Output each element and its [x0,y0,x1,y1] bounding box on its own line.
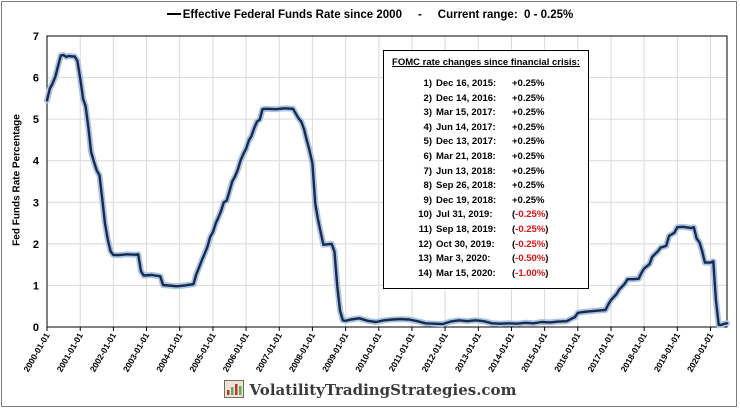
fomc-row-change: +0.25% [512,151,545,162]
fomc-row-date: Dec 19, 2018: [436,194,497,206]
x-tick-label: 2000-01-01 [21,331,52,374]
x-tick-label: 2008-01-01 [287,331,318,374]
x-tick-label: 2001-01-01 [55,331,86,374]
x-tick-label: 2013-01-01 [453,331,484,374]
y-tick-label: 6 [33,73,39,85]
fomc-row-date: Jun 14, 2017: [436,121,496,133]
x-tick-label: 2012-01-01 [419,331,450,374]
x-tick-label: 2020-01-01 [685,331,716,374]
site-name: VolatilityTradingStrategies.com [249,381,517,399]
y-axis-title: Fed Funds Rate Percentage [11,114,23,246]
y-tick-label: 3 [33,197,39,209]
y-tick-label: 2 [33,239,39,251]
fomc-row-date: Oct 30, 2019: [436,238,495,250]
fomc-row-number: 6) [423,151,432,162]
fomc-row-number: 7) [423,165,432,177]
fomc-row-number: 1) [423,78,432,89]
fomc-row-date: Jun 13, 2018: [436,165,496,177]
fomc-row-change: +0.25% [512,180,545,192]
fomc-row-date: Mar 15, 2017: [436,107,496,119]
y-tick-label: 1 [33,280,39,292]
x-tick-label: 2003-01-01 [121,331,152,374]
chart-logo-icon [223,380,244,398]
fomc-row-change: (-0.50%) [512,253,549,265]
y-tick-label: 0 [33,322,39,334]
x-tick-label: 2002-01-01 [88,331,119,374]
x-tick-label: 2005-01-01 [187,331,218,374]
x-tick-label: 2019-01-01 [652,331,683,374]
x-tick-label: 2018-01-01 [618,331,649,374]
series-layer [44,52,730,328]
legend-line-swatch [166,12,181,15]
fomc-row-date: Mar 15, 2020: [436,267,496,279]
fomc-row-number: 12) [418,238,432,250]
x-tick-label: 2007-01-01 [254,331,285,374]
fomc-row-number: 14) [418,267,432,279]
x-tick-label: 2004-01-01 [154,331,185,374]
fomc-row-number: 10) [418,209,432,221]
fomc-row-number: 8) [423,180,432,192]
y-tick-label: 5 [33,114,39,126]
fomc-row-change: +0.25% [512,194,545,206]
x-tick-label: 2016-01-01 [552,331,583,374]
site-footer: VolatilityTradingStrategies.com [0,380,740,400]
fomc-row-change: (-0.25%) [512,238,549,250]
y-tick-label: 4 [33,156,40,168]
fomc-row-number: 13) [418,253,432,265]
plot-area-border [46,35,728,328]
fomc-row-number: 4) [423,121,432,133]
fomc-row-change: +0.25% [512,165,545,177]
fomc-row-change: (-0.25%) [512,209,549,221]
x-tick-label: 2006-01-01 [220,331,251,374]
fomc-row-date: Sep 18, 2019: [436,224,497,235]
fomc-row-date: Sep 26, 2018: [436,180,497,192]
fomc-changes-box: FOMC rate changes since financial crisis… [383,50,589,289]
legend-separator: - [417,9,422,21]
fomc-row-change: (-1.00%) [512,267,549,279]
chart-legend: Effective Federal Funds Rate since 2000 … [0,9,740,21]
fomc-row-date: Mar 3, 2020: [436,253,491,265]
fomc-row-change: +0.25% [512,121,545,133]
fomc-row-change: +0.25% [512,92,545,104]
fomc-row-date: Dec 14, 2016: [436,92,497,104]
fomc-row-date: Jul 31, 2019: [436,209,493,221]
fomc-row-change: +0.25% [512,78,545,89]
fomc-row-number: 5) [423,136,432,148]
x-tick-label: 2011-01-01 [386,331,416,373]
x-tick-label: 2009-01-01 [320,331,351,374]
legend-range-text: Current range: 0 - 0.25% [437,9,574,21]
fomc-row-number: 3) [423,107,432,119]
x-tick-label: 2015-01-01 [519,331,550,374]
fomc-row-date: Mar 21, 2018: [436,151,496,162]
fomc-row-change: +0.25% [512,136,545,148]
x-tick-label: 2014-01-01 [486,331,517,374]
fomc-box-title: FOMC rate changes since financial crisis… [392,57,580,68]
legend-series-name: Effective Federal Funds Rate since 2000 [182,9,402,21]
fed-funds-rate-line [45,53,729,327]
x-tick-label: 2017-01-01 [585,331,616,374]
fomc-row-number: 2) [423,92,432,104]
fomc-row-change: (-0.25%) [512,224,549,235]
fomc-row-change: +0.25% [512,107,545,119]
y-tick-label: 7 [33,31,39,43]
fomc-row-date: Dec 13, 2017: [436,136,497,148]
fomc-row-date: Dec 16, 2015: [436,78,497,89]
fomc-row-number: 11) [418,224,432,235]
x-tick-label: 2010-01-01 [353,331,384,374]
fomc-row-number: 9) [423,194,432,206]
